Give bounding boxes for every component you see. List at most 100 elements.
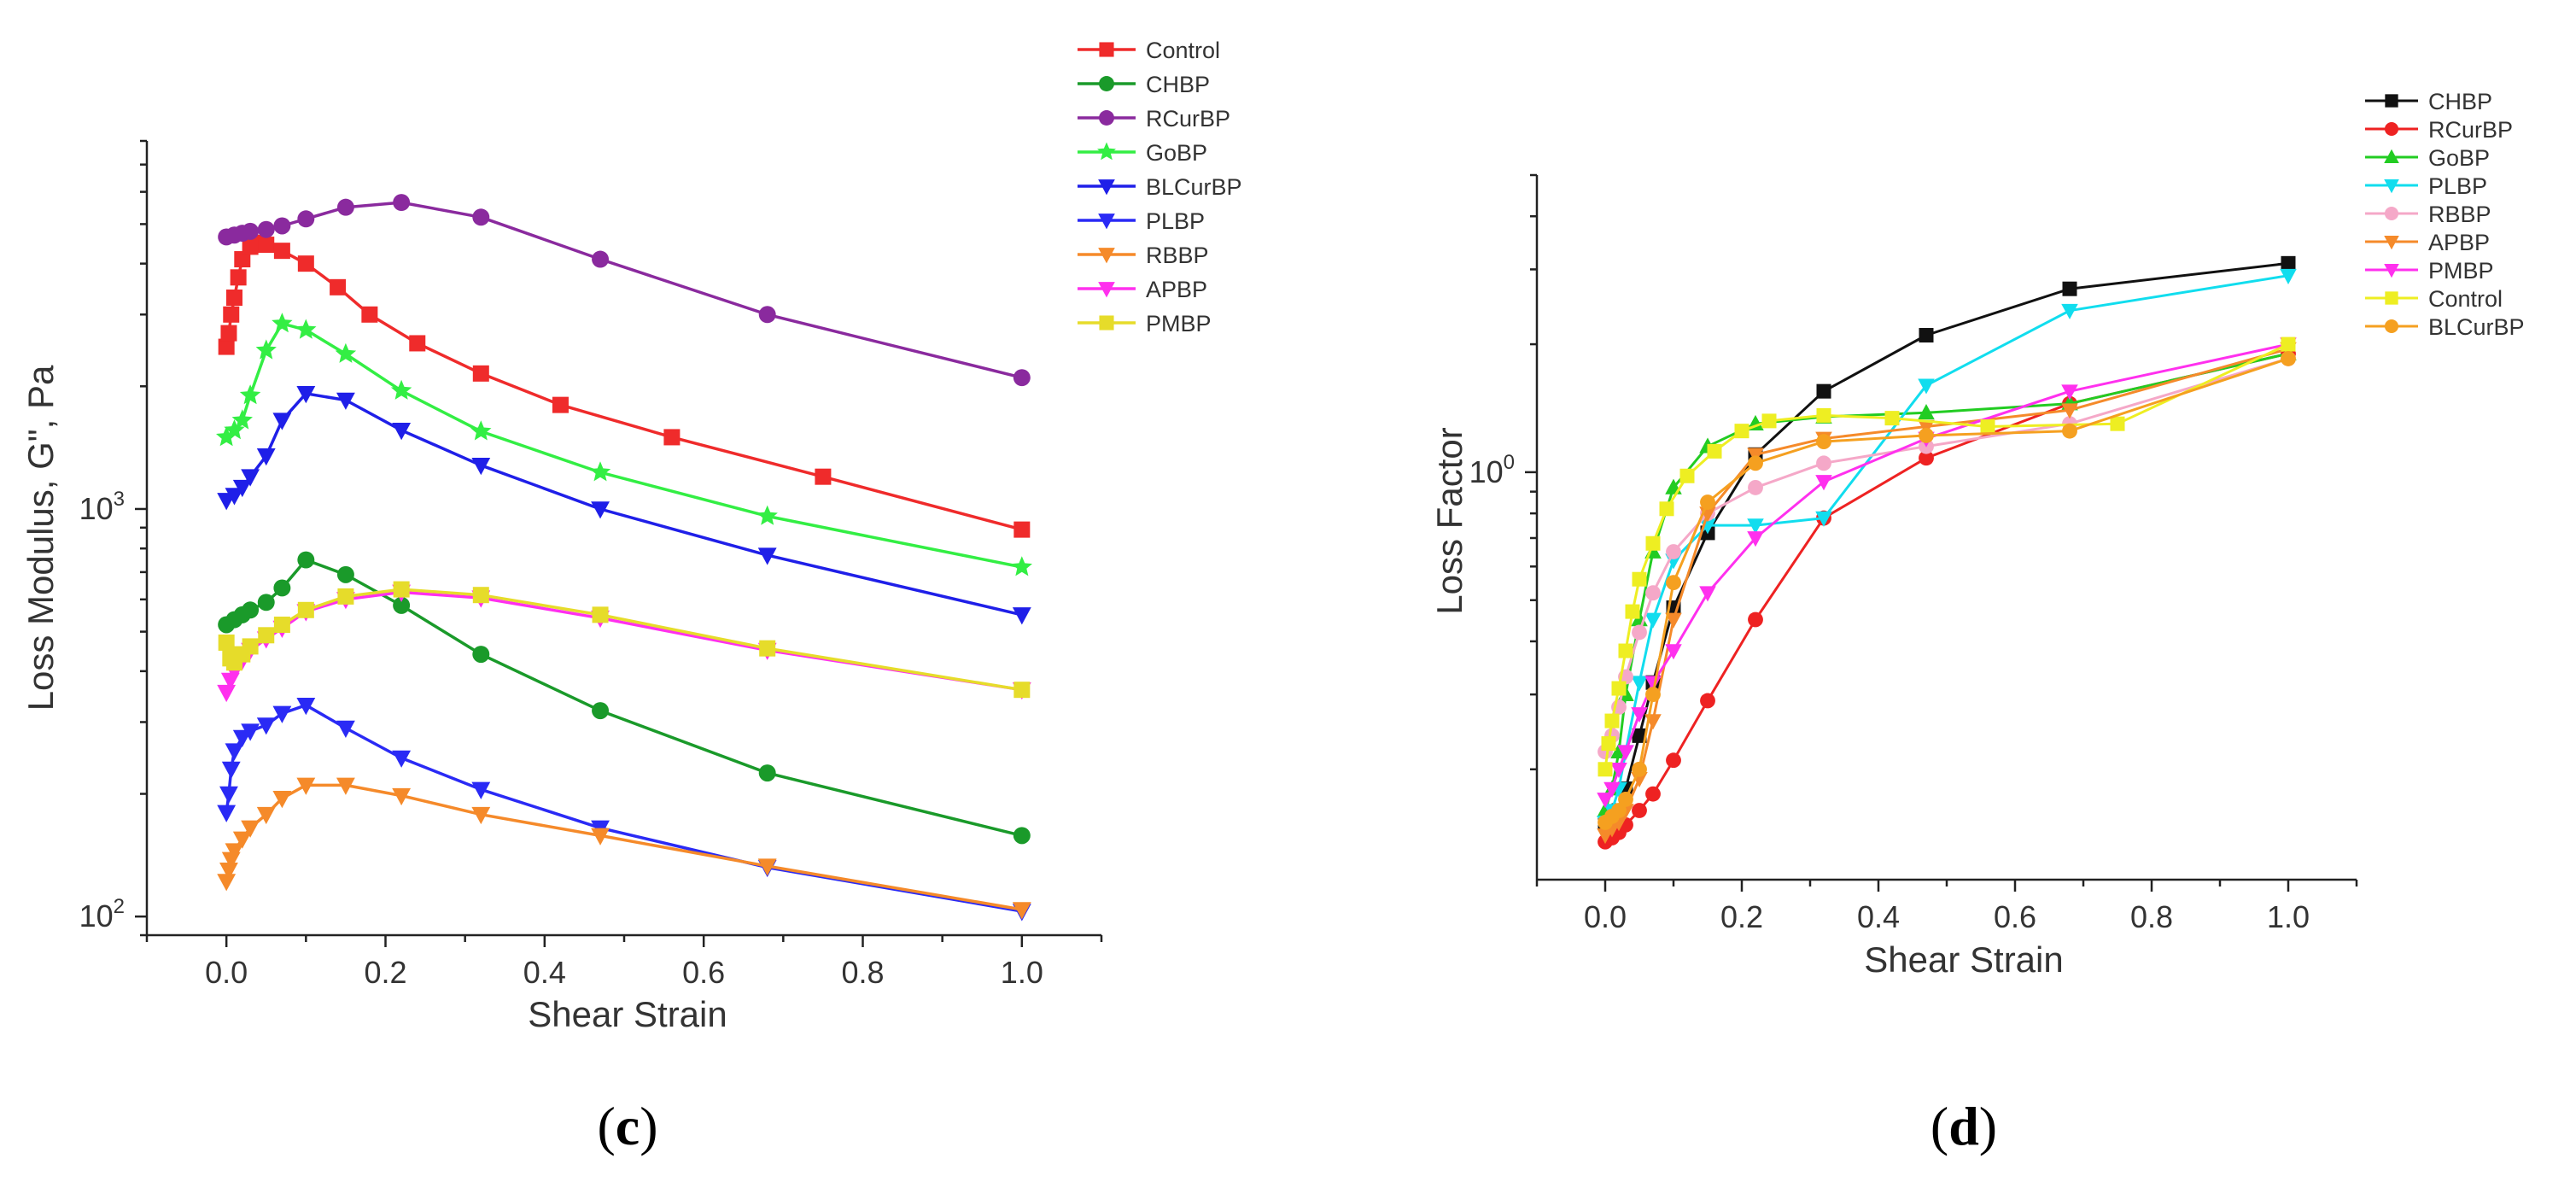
panel-d-legend-marker (2384, 178, 2399, 194)
panel-d-point-blcurbp (1919, 427, 1934, 443)
panel-d-line-rbbp (1603, 357, 2289, 752)
panel-c-point-rbbp (241, 820, 260, 838)
panel-d-point-blcurbp (1645, 687, 1661, 703)
panel-c-point-plbp (225, 743, 244, 761)
panel-d-caption-open: ( (1931, 1096, 1948, 1156)
panel-c-legend-item-gobp: GoBP (1078, 140, 1207, 166)
panel-c-point-gobp (255, 339, 277, 360)
panel-c-point-control (218, 338, 235, 355)
panel-d-point-blcurbp (1618, 791, 1633, 807)
panel-d-point-pmbp (1631, 707, 1648, 723)
panel-d-legend-item-plbp: PLBP (2365, 173, 2487, 199)
panel-d-legend-label: PMBP (2428, 258, 2494, 284)
panel-c-point-pmbp (337, 588, 354, 605)
panel-d-point-apbp (2061, 403, 2078, 419)
panel-d-line-plbp (1603, 274, 2289, 823)
panel-c-legend-item-rcurbp: RCurBP (1078, 106, 1230, 132)
panel-d-point-control (1611, 681, 1627, 696)
panel-c-point-plbp (392, 750, 412, 768)
panel-c-legend-label: RCurBP (1146, 106, 1230, 132)
panel-c-point-gobp (231, 409, 253, 430)
panel-d-loss-factor-chart: 0.0 0.2 0.4 0.6 0.8 1.0 100 Shear Strain Loss … (1429, 89, 2525, 1156)
panel-c-legend-marker (1098, 282, 1115, 298)
panel-c-point-blcurbp (392, 423, 412, 441)
panel-d-y-axis-label: Loss Factor (1429, 427, 1469, 614)
panel-d-x-axis-label: Shear Strain (1864, 939, 2063, 980)
panel-c-legend-marker (1099, 42, 1114, 57)
panel-c-legend-label: GoBP (1146, 140, 1207, 166)
panel-c-point-gobp (224, 419, 245, 440)
panel-d-point-pmbp (1699, 586, 1716, 602)
panel-c-legend: Control CHBP RCurBP GoBP BLCurBP PLBP RBBP APBP… (1078, 38, 1242, 336)
panel-c-point-rbbp (272, 791, 292, 809)
panel-c-point-control (230, 269, 247, 286)
panel-c-series-control (218, 234, 1031, 538)
panel-d-series-pmbp (1597, 337, 2297, 809)
panel-d-x-tick-label: 0.4 (1857, 899, 1900, 934)
panel-c-point-chbp (758, 764, 776, 782)
panel-d-series-group (1597, 255, 2297, 850)
panel-c-series-plbp (217, 697, 1031, 922)
panel-c-point-gobp (390, 379, 412, 400)
panel-d-legend-marker (2384, 149, 2399, 164)
panel-d-point-rcurbp (1919, 450, 1934, 466)
panel-c-point-gobp (239, 384, 261, 405)
panel-c-point-rbbp (217, 874, 237, 892)
panel-d-ticks: 0.0 0.2 0.4 0.6 0.8 1.0 100 (1469, 173, 2358, 934)
panel-c-point-blcurbp (1012, 607, 1031, 625)
panel-c-caption-open: ( (597, 1096, 615, 1156)
panel-c-point-rbbp (336, 777, 355, 795)
panel-c-legend-item-blcurbp: BLCurBP (1078, 174, 1242, 200)
panel-c-x-tick-label: 0.4 (523, 955, 566, 990)
panel-c-point-control (297, 255, 314, 272)
panel-d-caption-letter: d (1948, 1096, 1979, 1156)
panel-c-point-blcurbp (232, 479, 252, 498)
panel-c-legend-item-plbp: PLBP (1078, 208, 1205, 234)
panel-d-point-pmbp (1665, 644, 1682, 660)
panel-d-point-pmbp (1603, 781, 1621, 798)
panel-c-point-blcurbp (272, 413, 292, 430)
panel-d-legend-label: Control (2428, 286, 2503, 312)
panel-d-point-plbp (2280, 268, 2297, 285)
panel-d-point-control (1679, 468, 1695, 483)
panel-c-point-chbp (592, 702, 610, 720)
panel-c-point-pmbp (242, 638, 259, 655)
panel-d-point-rcurbp (1666, 752, 1681, 769)
panel-d-point-gobp (1918, 404, 1935, 420)
panel-d-legend-marker (2385, 94, 2398, 108)
panel-d-legend-item-control: Control (2365, 286, 2503, 312)
panel-d-series-control (1598, 336, 2296, 777)
panel-d-point-rcurbp (1748, 611, 1763, 628)
panel-d-point-control (2110, 416, 2125, 431)
panel-d-point-blcurbp (2062, 423, 2077, 439)
panel-c-point-control (223, 306, 240, 323)
panel-c-point-plbp (336, 720, 355, 738)
panel-c-legend-marker (1098, 179, 1115, 196)
panel-d-point-control (1598, 762, 1613, 777)
panel-d-point-pmbp (2061, 384, 2078, 401)
panel-c-y-tick-exp: 2 (114, 895, 125, 918)
panel-d-legend-item-blcurbp: BLCurBP (2365, 314, 2525, 340)
panel-c-legend-item-pmbp: PMBP (1078, 311, 1212, 336)
panel-c-point-plbp (219, 786, 238, 804)
panel-d-point-chbp (2281, 255, 2296, 271)
panel-d-series-gobp (1597, 344, 2297, 817)
panel-d-legend-item-rbbp: RBBP (2365, 202, 2491, 227)
panel-c-point-rbbp (225, 843, 244, 861)
panel-d-point-blcurbp (1748, 455, 1763, 471)
panel-d-y-tick-label: 100 (1469, 451, 1515, 489)
panel-d-point-rbbp (1666, 544, 1681, 559)
panel-c-point-chbp (472, 646, 490, 664)
panel-d-y-tick-base: 10 (1469, 454, 1504, 489)
panel-c-legend-label: Control (1146, 38, 1220, 63)
panel-c-legend-label: PMBP (1146, 311, 1212, 336)
panel-c-point-gobp (295, 319, 317, 339)
panel-c-point-plbp (217, 805, 237, 822)
panel-c-legend-label: BLCurBP (1146, 174, 1242, 200)
panel-d-legend-marker (2384, 319, 2399, 334)
panel-c-point-blcurbp (241, 469, 260, 487)
panel-d-point-plbp (2061, 303, 2078, 319)
panel-c-point-gobp (335, 342, 357, 363)
panel-c-point-plbp (256, 717, 276, 735)
panel-d-point-blcurbp (1611, 803, 1627, 818)
